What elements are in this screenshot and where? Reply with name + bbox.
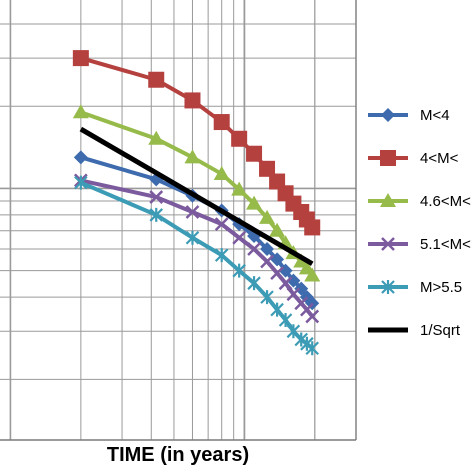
legend-item: 1/Sqrt [368,322,461,339]
legend-item: M>5.5 [368,279,462,296]
series-line [79,126,314,266]
data-point [305,309,320,324]
legend-item: 5.1<M< [368,236,471,253]
data-point [278,276,293,291]
data-point [149,190,164,204]
legend-item: 4.6<M< [368,193,471,210]
data-point [231,130,248,147]
data-point [148,71,165,88]
series-1 [72,50,321,236]
data-point [214,217,229,232]
data-point [185,205,200,219]
data-point [246,195,263,210]
data-point [270,252,285,267]
data-point [246,145,263,162]
legend-label: 4.6<M< [420,193,471,210]
data-point [304,267,321,282]
data-point [213,114,230,131]
legend-marker [380,150,396,166]
data-point [305,341,320,356]
legend-item: M<4 [368,107,450,124]
data-point [72,50,89,67]
data-point [232,230,247,245]
data-point [214,248,229,263]
data-point [259,209,276,224]
data-point [247,228,262,243]
data-point [185,230,200,245]
series-2 [72,104,321,282]
data-point [259,160,276,177]
data-point [73,150,88,165]
data-point [304,219,321,236]
data-point [72,104,89,119]
data-point [213,165,230,180]
legend-label: 1/Sqrt [420,322,461,339]
data-point [148,130,165,145]
data-point [270,302,284,317]
chart-legend: M<4 4<M< 4.6<M< 5.1<M< M>5.5 1/Sqrt [368,107,471,339]
data-point [184,149,201,164]
legend-marker [380,193,396,207]
data-point [260,242,275,257]
data-point [260,290,274,305]
legend-item: 4<M< [368,150,459,167]
legend-label: M>5.5 [420,279,462,296]
data-point [269,222,286,237]
series-4 [74,175,320,356]
legend-marker [381,108,395,122]
legend-label: 4<M< [420,150,459,167]
data-point [294,281,309,296]
legend-marker [381,280,395,294]
plot-area [0,0,356,440]
data-point [184,92,201,109]
data-point [278,312,293,327]
data-point [74,175,88,190]
x-axis-label: TIME (in years) [107,444,249,466]
legend-label: M<4 [420,107,450,124]
data-point [232,263,246,278]
data-point [149,207,164,222]
data-point [247,242,261,256]
data-point [247,276,261,291]
chart-series [72,50,321,356]
data-point [260,254,274,269]
data-point [231,181,248,196]
data-point [286,273,301,288]
legend-marker [381,237,395,251]
legend-label: 5.1<M< [420,236,471,253]
series-5 [79,126,314,266]
